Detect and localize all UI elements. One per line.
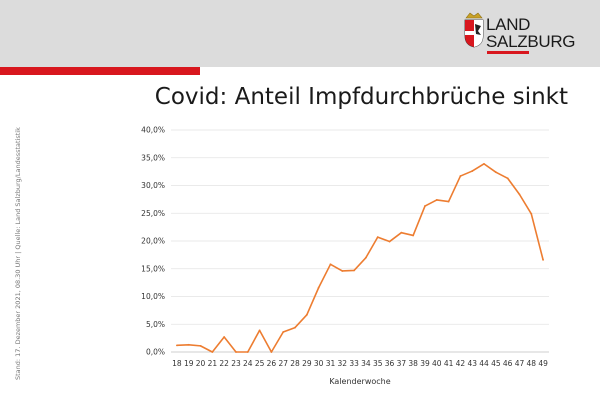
y-tick-label: 0,0% <box>146 348 165 357</box>
accent-stripe <box>0 67 200 75</box>
x-tick-label: 30 <box>314 359 324 368</box>
x-tick-label: 27 <box>278 359 288 368</box>
data-point <box>246 351 249 353</box>
gridlines <box>171 129 549 353</box>
x-tick-label: 34 <box>361 359 371 368</box>
y-tick-label: 15,0% <box>141 264 165 273</box>
data-point <box>435 199 438 201</box>
data-point <box>483 162 485 165</box>
page-title: Covid: Anteil Impfdurchbrüche sinkt <box>154 84 568 110</box>
data-point <box>530 212 533 215</box>
logo-text-line1: LAND <box>486 15 531 34</box>
data-point <box>317 286 320 289</box>
data-point <box>494 171 497 174</box>
data-point <box>365 256 367 259</box>
x-axis-ticks: 18 19 20 21 22 23 24 25 26 27 28 29 30 31 32 33 34 35 36 37… <box>172 359 548 368</box>
x-tick-label: 29 <box>302 359 312 368</box>
x-tick-label: 23 <box>231 359 241 368</box>
x-tick-label: 22 <box>219 359 229 368</box>
x-tick-label: 38 <box>408 359 418 368</box>
x-tick-label: 28 <box>290 359 300 368</box>
y-axis-ticks: 0,0% 5,0% 10,0% 15,0% 20,0% 25,0% 30,0% 35,0% 40… <box>141 126 165 357</box>
land-salzburg-logo: LAND SALZBURG <box>464 12 576 58</box>
x-tick-label: 40 <box>432 359 442 368</box>
data-point <box>294 326 296 329</box>
data-point <box>542 258 544 261</box>
y-tick-label: 20,0% <box>141 237 165 246</box>
logo-underline <box>487 51 529 54</box>
x-tick-label: 25 <box>255 359 265 368</box>
x-tick-label: 44 <box>479 359 489 368</box>
data-point <box>187 343 190 346</box>
data-point <box>223 336 226 338</box>
data-point <box>400 231 403 234</box>
x-tick-label: 26 <box>267 359 277 368</box>
x-tick-label: 43 <box>467 359 477 368</box>
data-point <box>176 344 178 347</box>
x-tick-label: 19 <box>184 359 194 368</box>
data-point <box>518 193 521 196</box>
data-point <box>388 240 391 243</box>
x-tick-label: 45 <box>491 359 501 368</box>
y-tick-label: 5,0% <box>146 320 165 329</box>
data-point <box>305 313 308 316</box>
x-tick-label: 39 <box>420 359 430 368</box>
header-band <box>0 0 600 67</box>
data-point <box>447 200 450 203</box>
data-point <box>282 331 285 333</box>
x-tick-label: 24 <box>243 359 253 368</box>
x-tick-label: 47 <box>515 359 525 368</box>
data-point <box>341 270 344 272</box>
x-tick-label: 31 <box>326 359 336 368</box>
x-tick-label: 21 <box>208 359 218 368</box>
y-tick-label: 35,0% <box>141 153 165 162</box>
data-point <box>235 351 237 353</box>
x-tick-label: 37 <box>397 359 407 368</box>
y-tick-label: 10,0% <box>141 292 165 301</box>
data-point <box>376 236 379 239</box>
x-tick-label: 20 <box>196 359 206 368</box>
x-tick-label: 35 <box>373 359 383 368</box>
x-tick-label: 48 <box>527 359 537 368</box>
x-axis-title: Kalenderwoche <box>329 377 390 386</box>
series-layer <box>176 162 544 353</box>
data-point <box>471 170 474 172</box>
y-tick-label: 25,0% <box>141 209 165 218</box>
x-tick-label: 33 <box>349 359 359 368</box>
data-point <box>412 234 415 237</box>
data-point <box>258 329 261 332</box>
x-tick-label: 49 <box>538 359 548 368</box>
data-point <box>199 344 202 347</box>
y-tick-label: 40,0% <box>141 126 165 135</box>
data-point <box>211 351 214 353</box>
data-point <box>353 269 355 272</box>
logo-text-line2: SALZBURG <box>486 32 576 51</box>
x-tick-label: 42 <box>456 359 466 368</box>
coat-of-arms-icon <box>464 12 484 48</box>
data-point <box>459 175 462 177</box>
data-point <box>270 351 273 353</box>
series-line <box>176 163 544 353</box>
data-point <box>506 177 509 180</box>
data-point <box>424 205 426 207</box>
x-tick-label: 41 <box>444 359 454 368</box>
x-tick-label: 32 <box>338 359 348 368</box>
data-point <box>329 263 332 266</box>
x-tick-label: 18 <box>172 359 182 368</box>
y-tick-label: 30,0% <box>141 181 165 190</box>
x-tick-label: 46 <box>503 359 513 368</box>
x-tick-label: 36 <box>385 359 395 368</box>
